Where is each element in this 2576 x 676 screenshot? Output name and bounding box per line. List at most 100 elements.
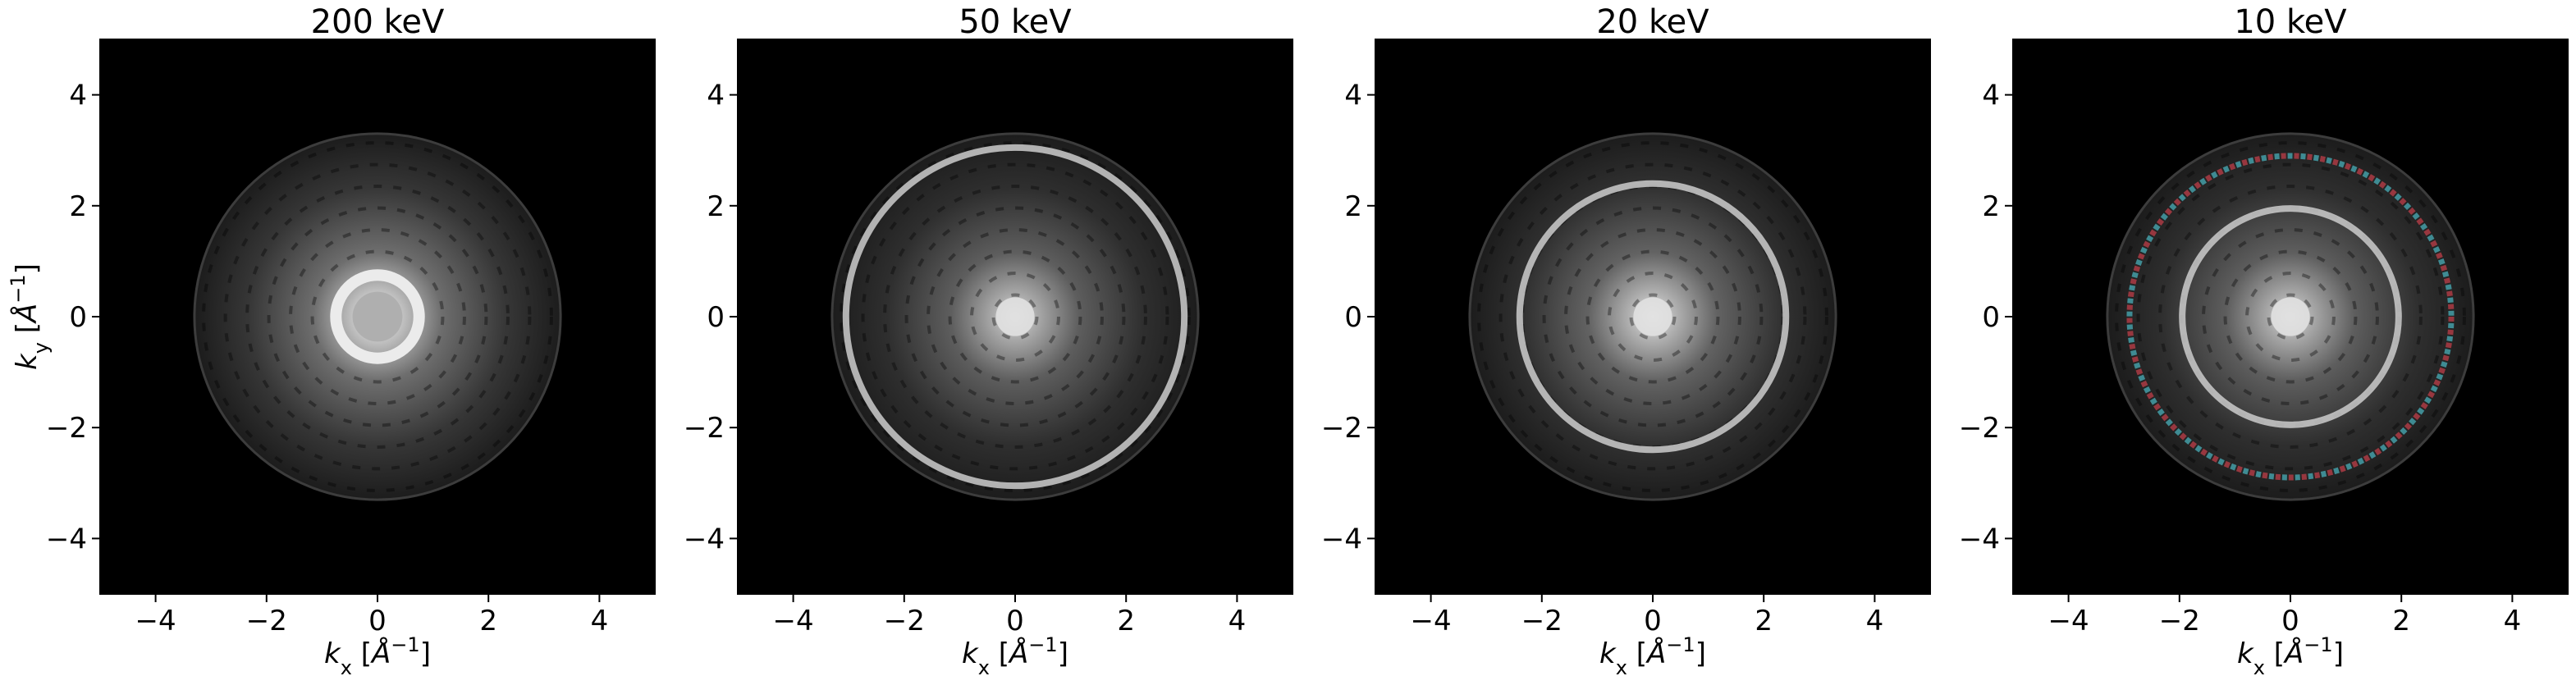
lattice-ring bbox=[223, 162, 532, 471]
y-tick-label: 2 bbox=[69, 190, 87, 223]
lattice-ring bbox=[2223, 249, 2358, 384]
panel-4: 10 keV −4 −2 0 2 4 −4 −2 0 2 4 kx [Å−1] bbox=[1959, 3, 2569, 676]
diffraction-image bbox=[2013, 39, 2568, 594]
diffraction-image bbox=[1375, 39, 1930, 594]
x-tick-label: 4 bbox=[591, 605, 609, 637]
y-tick-label: −2 bbox=[1959, 412, 2000, 445]
x-tick-label: 4 bbox=[1866, 605, 1884, 637]
lattice-ring bbox=[904, 206, 1126, 427]
x-tick-label: 4 bbox=[2504, 605, 2522, 637]
x-tick-label: −4 bbox=[773, 605, 814, 637]
central-spot bbox=[1633, 297, 1672, 336]
x-tick-label: −4 bbox=[2048, 605, 2089, 637]
y-tick-label: −4 bbox=[684, 523, 725, 555]
panel-title: 10 keV bbox=[2234, 3, 2347, 41]
x-tick-label: −2 bbox=[884, 605, 925, 637]
outer-ring-red bbox=[2126, 153, 2455, 481]
x-axis-label: kx [Å−1] bbox=[324, 633, 431, 676]
lattice-ring bbox=[948, 249, 1082, 384]
x-tick-label: 0 bbox=[2281, 605, 2299, 637]
y-tick-label: 2 bbox=[707, 190, 725, 223]
central-spot bbox=[352, 291, 403, 342]
x-axis-label: kx [Å−1] bbox=[1599, 633, 1706, 676]
x-axis-label: kx [Å−1] bbox=[2237, 633, 2344, 676]
lattice-ring bbox=[2136, 162, 2445, 471]
lattice-ring bbox=[1608, 272, 1698, 362]
y-tick-label: 4 bbox=[69, 80, 87, 112]
disk-edge bbox=[1468, 132, 1837, 501]
lattice-ring bbox=[202, 141, 553, 492]
x-tick-label: 2 bbox=[1755, 605, 1773, 637]
y-tick-label: −4 bbox=[46, 523, 87, 555]
y-tick-label: 0 bbox=[69, 301, 87, 334]
x-tick-label: 2 bbox=[479, 605, 497, 637]
y-tick-label: 2 bbox=[1982, 190, 2000, 223]
lattice-ring bbox=[1564, 228, 1741, 405]
x-tick-label: 0 bbox=[1644, 605, 1662, 637]
lattice-ring bbox=[1585, 249, 1720, 384]
y-tick-label: 0 bbox=[1344, 301, 1362, 334]
disk-edge bbox=[830, 132, 1200, 501]
lattice-ring bbox=[2158, 185, 2423, 449]
x-tick-label: −2 bbox=[246, 605, 287, 637]
panel-title: 200 keV bbox=[311, 3, 445, 41]
y-tick-label: 4 bbox=[1344, 80, 1362, 112]
lattice-ring bbox=[927, 228, 1104, 405]
panel-3: 20 keV −4 −2 0 2 4 −4 −2 0 2 4 kx [Å−1] bbox=[1321, 3, 1931, 676]
central-bright-ring bbox=[330, 269, 425, 364]
y-tick-label: 4 bbox=[707, 80, 725, 112]
lattice-ring bbox=[1542, 206, 1764, 427]
lattice-ring bbox=[970, 272, 1060, 362]
y-tick-label: −2 bbox=[46, 412, 87, 445]
x-tick-label: −2 bbox=[2159, 605, 2200, 637]
x-tick-label: 2 bbox=[2392, 605, 2410, 637]
y-tick-label: −2 bbox=[684, 412, 725, 445]
disk-edge bbox=[193, 132, 562, 501]
lattice-ring bbox=[1477, 141, 1828, 492]
lattice-ring bbox=[2115, 141, 2466, 492]
y-tick-label: −4 bbox=[1321, 523, 1362, 555]
bright-ring bbox=[1516, 180, 1790, 454]
disk-edge bbox=[2106, 132, 2475, 501]
central-spot bbox=[995, 297, 1035, 336]
y-tick-label: 0 bbox=[1982, 301, 2000, 334]
y-tick-label: −2 bbox=[1321, 412, 1362, 445]
bright-ring bbox=[842, 144, 1188, 490]
y-axis-label: ky [Å−1] bbox=[7, 263, 53, 370]
x-tick-label: 2 bbox=[1117, 605, 1135, 637]
outer-ring-cyan bbox=[2126, 153, 2455, 481]
lattice-ring bbox=[2267, 293, 2314, 340]
x-tick-label: 4 bbox=[1229, 605, 1247, 637]
diffraction-image bbox=[100, 39, 655, 594]
lattice-ring bbox=[861, 162, 1169, 471]
y-tick-label: 4 bbox=[1982, 80, 2000, 112]
x-axis-label: kx [Å−1] bbox=[962, 633, 1068, 676]
lattice-ring bbox=[1498, 162, 1807, 471]
lattice-ring bbox=[2202, 228, 2379, 405]
central-spot bbox=[2271, 297, 2310, 336]
lattice-ring bbox=[883, 185, 1147, 449]
lattice-ring bbox=[289, 228, 466, 405]
bright-ring bbox=[2179, 205, 2402, 428]
x-tick-label: 0 bbox=[1006, 605, 1024, 637]
panel-2: 50 keV −4 −2 0 2 4 −4 −2 0 2 4 kx [Å−1] bbox=[684, 3, 1293, 676]
x-tick-label: −4 bbox=[1411, 605, 1452, 637]
panel-title: 20 keV bbox=[1596, 3, 1709, 41]
lattice-ring bbox=[840, 141, 1191, 492]
y-tick-label: −4 bbox=[1959, 523, 2000, 555]
x-tick-label: −2 bbox=[1521, 605, 1563, 637]
lattice-ring bbox=[2245, 272, 2336, 362]
lattice-ring bbox=[991, 293, 1039, 340]
diffraction-image bbox=[738, 39, 1293, 594]
panels: 200 keV −4 −2 0 2 4 −4 −2 0 2 4 kx [Å−1] ky [Å−1] 50 … bbox=[7, 3, 2569, 676]
panel-1: 200 keV −4 −2 0 2 4 −4 −2 0 2 4 kx [Å−1] ky [Å−1] bbox=[7, 3, 656, 676]
panel-title: 50 keV bbox=[959, 3, 1072, 41]
lattice-ring bbox=[310, 249, 445, 384]
lattice-ring bbox=[267, 206, 488, 427]
x-tick-label: 0 bbox=[368, 605, 387, 637]
y-tick-label: 0 bbox=[707, 301, 725, 334]
lattice-ring bbox=[1629, 293, 1677, 340]
lattice-ring bbox=[245, 185, 510, 449]
x-tick-label: −4 bbox=[135, 605, 176, 637]
